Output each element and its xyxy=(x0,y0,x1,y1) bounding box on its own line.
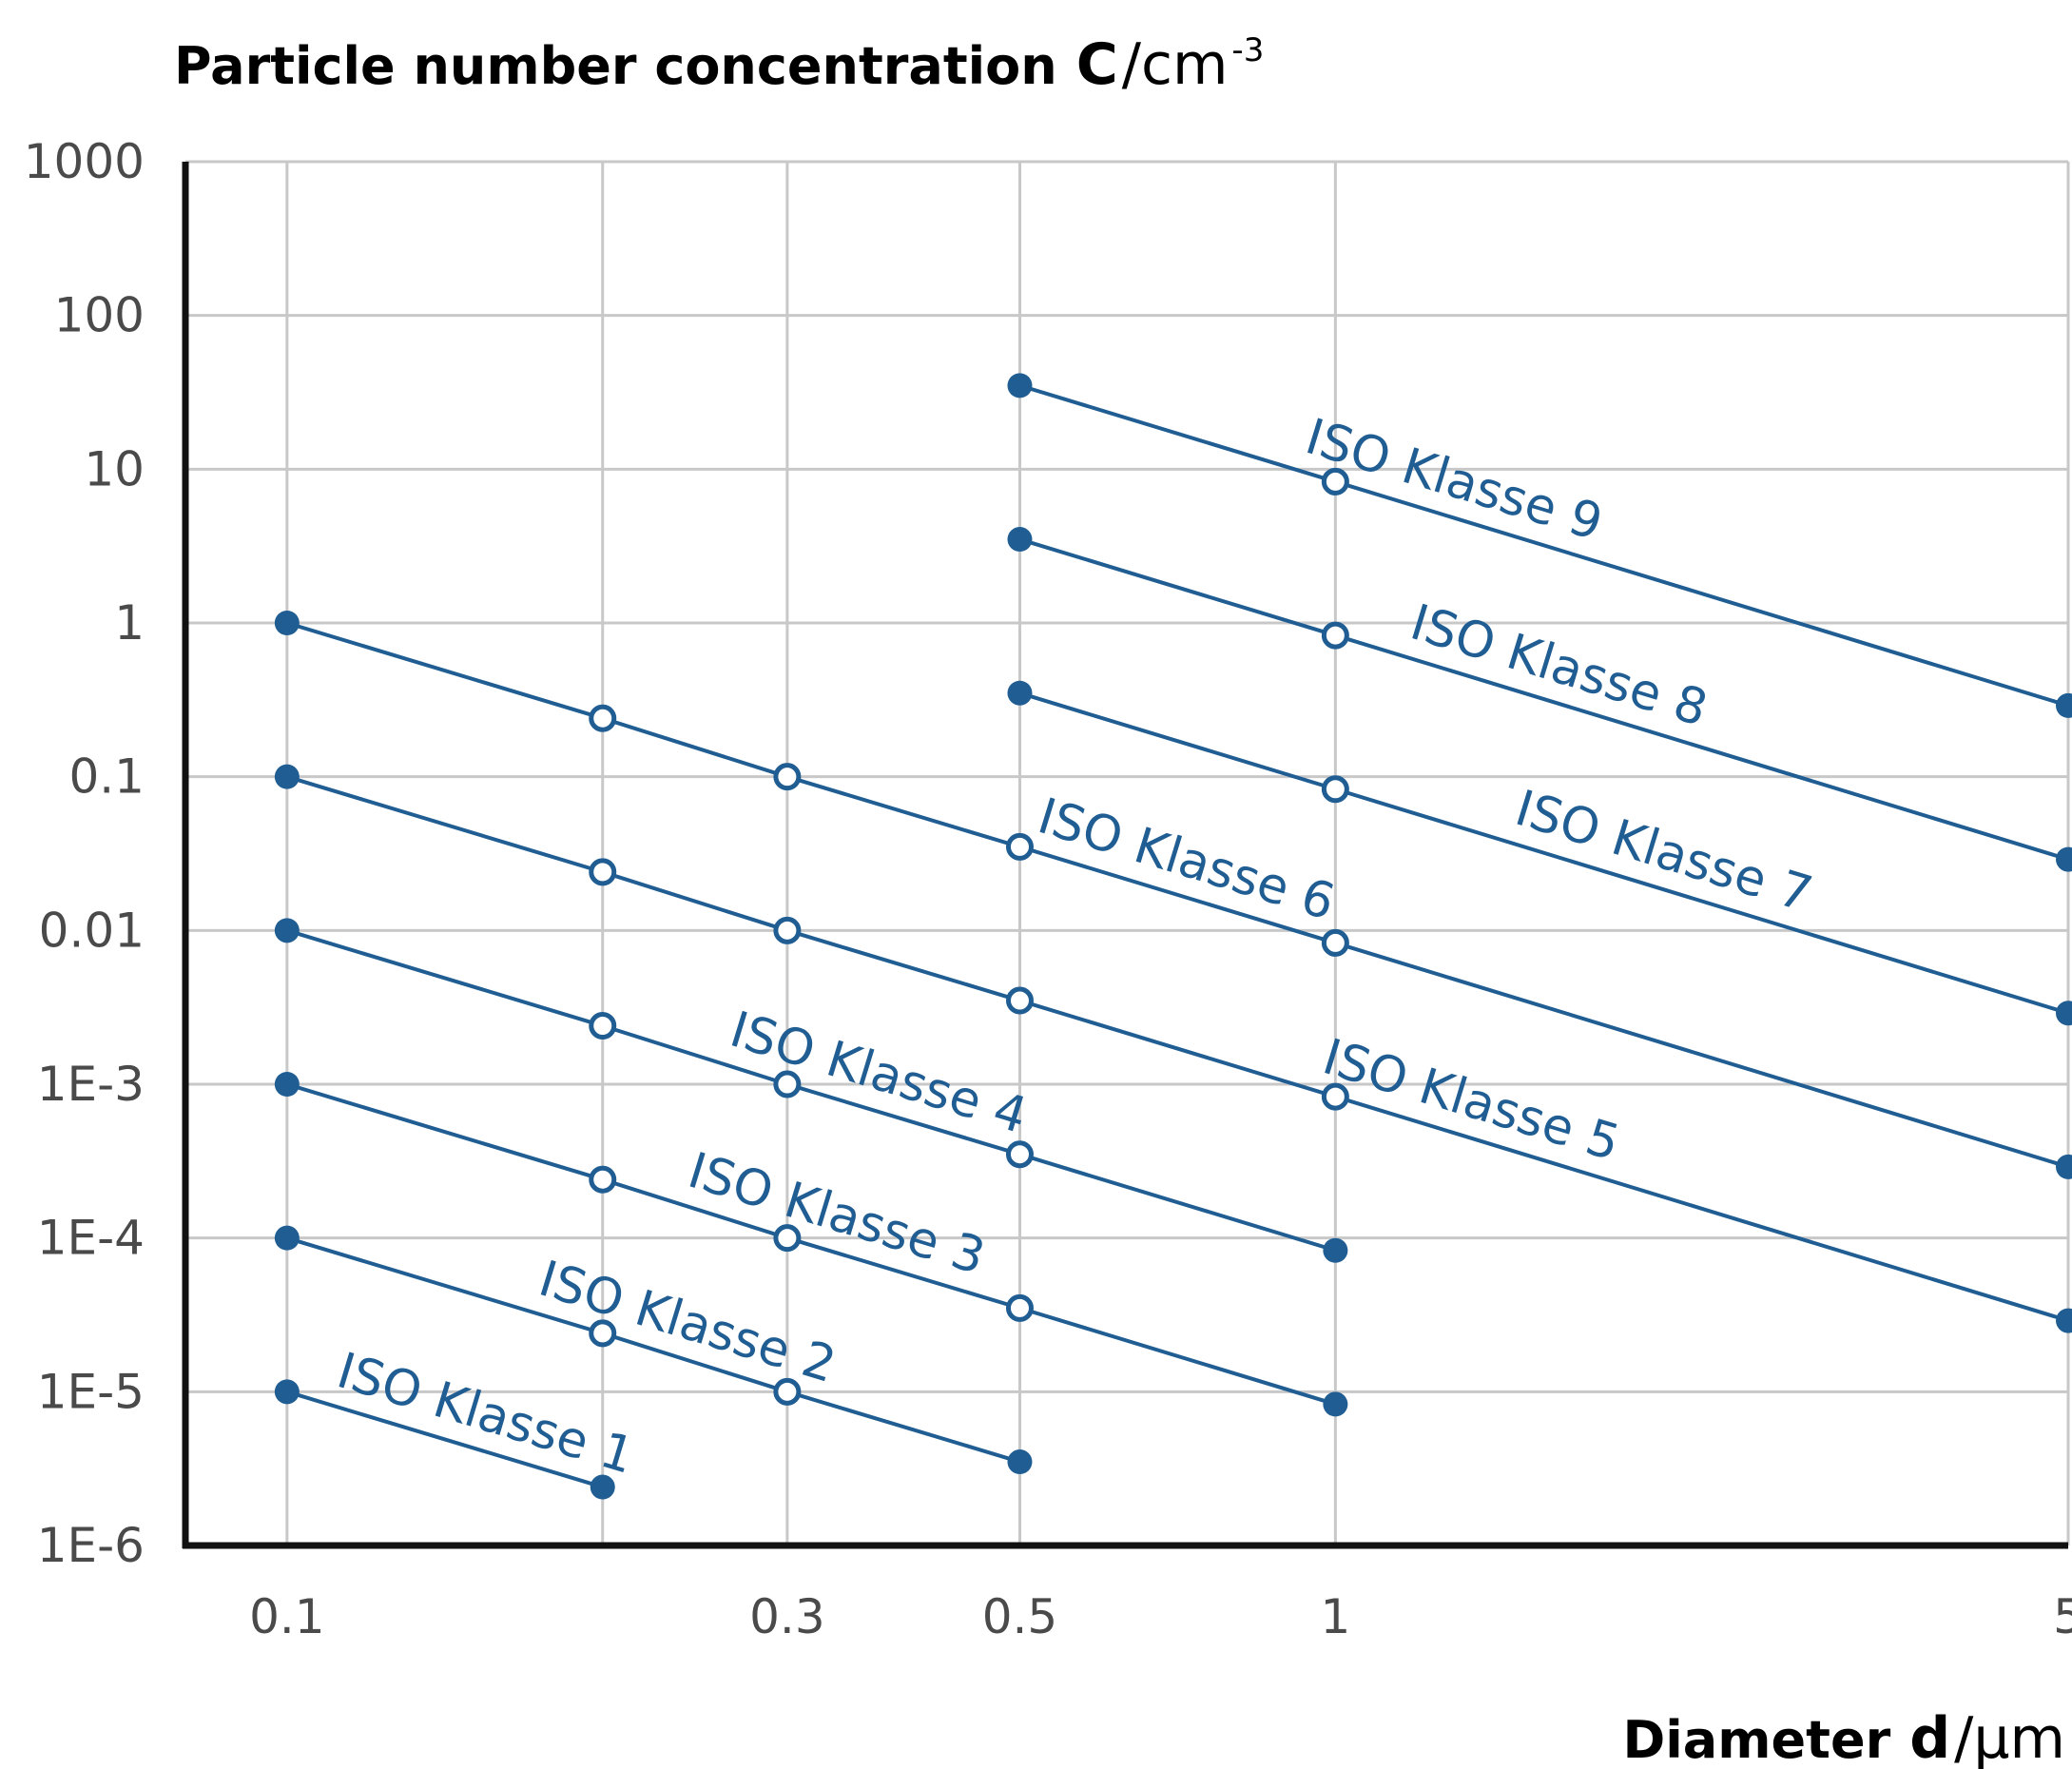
data-point-iso-klasse-8-0 xyxy=(1007,527,1033,553)
data-point-iso-klasse-3-1 xyxy=(589,1165,617,1194)
data-point-iso-klasse-1-0 xyxy=(274,1379,300,1405)
data-point-iso-klasse-9-1 xyxy=(1321,467,1349,496)
y-tick-labels: 1000 100 10 1 0.1 0.01 1E-3 1E-4 1E-5 1E-6 xyxy=(24,134,145,1573)
x-axis-title: Diameter d /µm xyxy=(1622,1705,2065,1769)
data-point-iso-klasse-4-0 xyxy=(274,918,300,943)
y-tick-label-1e-4: 1E-4 xyxy=(37,1211,145,1266)
series-iso-klasse-1: ISO Klasse 1 xyxy=(274,1342,641,1500)
data-point-iso-klasse-5-3 xyxy=(1005,986,1034,1015)
data-point-iso-klasse-3-0 xyxy=(274,1072,300,1097)
x-axis-symbol: d xyxy=(1909,1705,1950,1769)
y-tick-label-1e-6: 1E-6 xyxy=(37,1518,145,1573)
y-axis-unit-exponent: -3 xyxy=(1231,31,1264,69)
series-label-iso-klasse-1: ISO Klasse 1 xyxy=(331,1342,641,1486)
y-tick-label-100: 100 xyxy=(54,288,145,343)
data-point-iso-klasse-9-0 xyxy=(1007,373,1033,399)
y-tick-label-0-01: 0.01 xyxy=(39,903,145,958)
series-label-iso-klasse-4: ISO Klasse 4 xyxy=(724,1001,1034,1145)
series-label-iso-klasse-8: ISO Klasse 8 xyxy=(1404,594,1714,738)
data-point-iso-klasse-5-0 xyxy=(274,764,300,789)
data-point-iso-klasse-8-2 xyxy=(2056,846,2072,872)
y-tick-label-1e-3: 1E-3 xyxy=(37,1057,145,1112)
data-point-iso-klasse-2-2 xyxy=(773,1377,802,1406)
x-tick-label-1: 1 xyxy=(1320,1589,1350,1644)
y-tick-label-10: 10 xyxy=(84,441,145,496)
x-axis-unit: /µm xyxy=(1954,1705,2065,1769)
y-axis-title: Particle number concentration C /cm -3 xyxy=(174,31,1264,98)
data-point-iso-klasse-6-3 xyxy=(1005,832,1034,861)
x-tick-label-0-5: 0.5 xyxy=(982,1589,1058,1644)
x-tick-labels: 0.1 0.3 0.5 1 5 xyxy=(249,1589,2072,1644)
data-point-iso-klasse-7-0 xyxy=(1007,680,1033,706)
data-point-iso-klasse-5-1 xyxy=(589,858,617,886)
data-point-iso-klasse-2-3 xyxy=(1007,1449,1033,1475)
axes xyxy=(182,162,2068,1549)
data-point-iso-klasse-8-1 xyxy=(1321,621,1349,650)
data-point-iso-klasse-5-4 xyxy=(1321,1082,1349,1111)
series-line-iso-klasse-2 xyxy=(286,1235,1021,1464)
y-tick-label-0-1: 0.1 xyxy=(68,749,145,805)
data-point-iso-klasse-7-2 xyxy=(2056,1001,2072,1026)
x-tick-label-0-3: 0.3 xyxy=(749,1589,825,1644)
data-point-iso-klasse-3-2 xyxy=(773,1224,802,1253)
data-point-iso-klasse-6-2 xyxy=(773,763,802,791)
data-point-iso-klasse-4-4 xyxy=(1323,1237,1348,1263)
data-point-iso-klasse-4-2 xyxy=(773,1070,802,1098)
data-point-iso-klasse-2-0 xyxy=(274,1225,300,1251)
series-label-iso-klasse-5: ISO Klasse 5 xyxy=(1316,1028,1626,1172)
series-line-iso-klasse-5 xyxy=(286,774,2069,1323)
data-point-iso-klasse-2-1 xyxy=(589,1319,617,1348)
data-point-iso-klasse-4-1 xyxy=(589,1012,617,1040)
x-tick-label-0-1: 0.1 xyxy=(249,1589,325,1644)
y-axis-title-text: Particle number concentration xyxy=(174,36,1057,96)
series-line-iso-klasse-1 xyxy=(286,1390,604,1489)
x-axis-title-text: Diameter xyxy=(1622,1710,1890,1769)
data-point-iso-klasse-5-5 xyxy=(2056,1308,2072,1333)
data-point-iso-klasse-3-4 xyxy=(1323,1391,1348,1417)
data-point-iso-klasse-6-4 xyxy=(1321,928,1349,957)
data-point-iso-klasse-5-2 xyxy=(773,916,802,944)
series-line-iso-klasse-6 xyxy=(286,621,2069,1169)
y-tick-label-1e-5: 1E-5 xyxy=(37,1364,145,1419)
y-tick-label-1000: 1000 xyxy=(24,134,145,189)
y-axis-symbol: C xyxy=(1076,31,1118,98)
data-point-iso-klasse-6-0 xyxy=(274,611,300,635)
data-point-iso-klasse-6-5 xyxy=(2056,1154,2072,1179)
y-axis-unit: /cm xyxy=(1122,31,1229,98)
data-point-iso-klasse-4-3 xyxy=(1005,1140,1034,1169)
data-point-iso-klasse-1-1 xyxy=(590,1474,615,1500)
data-point-iso-klasse-9-2 xyxy=(2056,692,2072,718)
data-point-iso-klasse-6-1 xyxy=(589,704,617,732)
data-point-iso-klasse-3-3 xyxy=(1005,1293,1034,1322)
data-point-iso-klasse-7-1 xyxy=(1321,775,1349,804)
series-label-iso-klasse-7: ISO Klasse 7 xyxy=(1509,780,1819,923)
y-tick-label-1: 1 xyxy=(114,595,145,651)
x-tick-label-5: 5 xyxy=(2053,1589,2072,1644)
series-label-iso-klasse-2: ISO Klasse 2 xyxy=(533,1251,842,1394)
series-label-iso-klasse-3: ISO Klasse 3 xyxy=(682,1142,992,1286)
series-label-iso-klasse-6: ISO Klasse 6 xyxy=(1032,787,1342,931)
